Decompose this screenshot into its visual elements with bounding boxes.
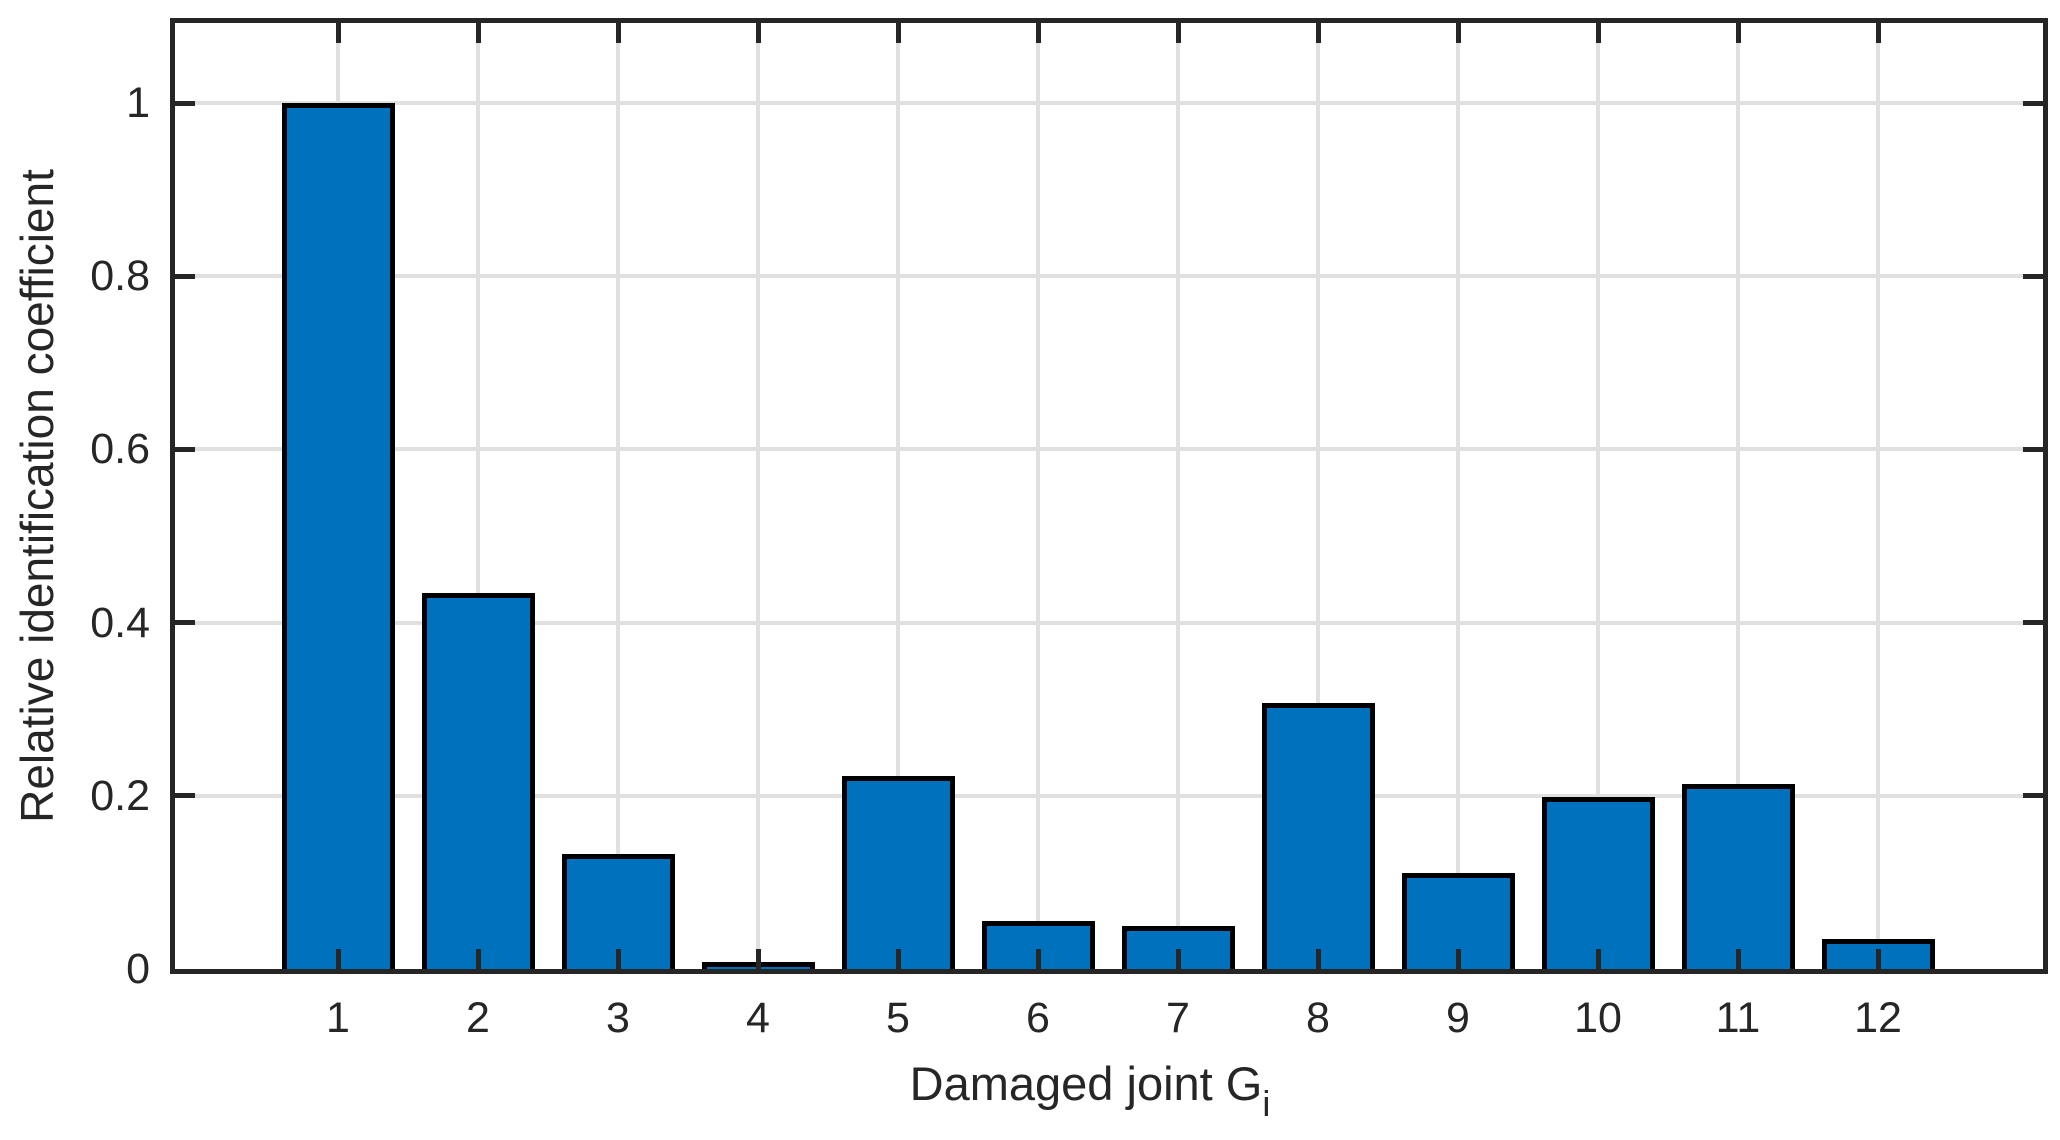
x-axis-tick-top — [1035, 23, 1041, 43]
x-tick-label: 11 — [1715, 994, 1761, 1042]
y-tick-label: 0 — [126, 945, 150, 993]
y-axis-tick-left — [175, 100, 195, 106]
x-axis-tick-top — [335, 23, 341, 43]
x-axis-tick-top — [615, 23, 621, 43]
x-axis-tick-top — [895, 23, 901, 43]
x-gridline — [756, 23, 760, 969]
x-tick-label: 3 — [606, 994, 630, 1042]
y-axis-tick-right — [2023, 100, 2043, 106]
x-axis-tick-bottom — [755, 949, 761, 969]
x-gridline — [1456, 23, 1460, 969]
plot-area — [170, 18, 2048, 974]
x-axis-label-subscript: i — [1262, 1083, 1271, 1124]
y-axis-tick-left — [175, 620, 195, 626]
y-axis-tick-right — [2023, 273, 2043, 279]
bar — [1261, 703, 1375, 969]
y-axis-label: Relative identification coefficient — [11, 169, 63, 823]
bar — [841, 775, 955, 969]
x-tick-label: 10 — [1574, 994, 1622, 1042]
x-axis-tick-top — [755, 23, 761, 43]
x-axis-tick-bottom — [335, 949, 341, 969]
y-gridline — [175, 620, 2043, 625]
x-axis-tick-top — [1175, 23, 1181, 43]
x-tick-label: 12 — [1854, 994, 1902, 1042]
y-tick-label: 1 — [126, 79, 150, 127]
y-axis-tick-left — [175, 793, 195, 799]
x-tick-label: 9 — [1446, 994, 1470, 1042]
x-gridline — [1316, 23, 1320, 969]
y-tick-label: 0.8 — [90, 252, 150, 301]
x-gridline — [476, 23, 480, 969]
y-gridline — [175, 447, 2043, 452]
y-tick-label: 0.4 — [90, 598, 150, 647]
x-gridline — [1596, 23, 1600, 969]
x-axis-tick-bottom — [1175, 949, 1181, 969]
y-axis-tick-left — [175, 446, 195, 452]
x-gridline — [1036, 23, 1040, 969]
x-axis-tick-bottom — [1875, 949, 1881, 969]
x-axis-tick-bottom — [1735, 949, 1741, 969]
x-gridline — [616, 23, 620, 969]
x-tick-label: 7 — [1166, 994, 1190, 1042]
y-tick-label: 0.6 — [90, 425, 150, 474]
y-axis-tick-left — [175, 273, 195, 279]
y-axis-tick-right — [2023, 446, 2043, 452]
bar — [281, 103, 395, 969]
bar — [421, 593, 535, 969]
x-gridline — [896, 23, 900, 969]
x-tick-label: 1 — [326, 994, 350, 1042]
x-axis-tick-top — [475, 23, 481, 43]
bar — [1541, 796, 1655, 969]
x-gridline — [1736, 23, 1740, 969]
x-axis-tick-bottom — [895, 949, 901, 969]
x-axis-tick-top — [1875, 23, 1881, 43]
y-gridline — [175, 274, 2043, 279]
bar — [1681, 783, 1795, 969]
x-gridline — [1176, 23, 1180, 969]
x-axis-tick-top — [1455, 23, 1461, 43]
x-axis-tick-bottom — [1595, 949, 1601, 969]
x-axis-tick-bottom — [1455, 949, 1461, 969]
x-tick-label: 4 — [746, 994, 770, 1042]
y-axis-tick-right — [2023, 620, 2043, 626]
x-axis-tick-top — [1315, 23, 1321, 43]
y-gridline — [175, 793, 2043, 798]
x-axis-tick-bottom — [615, 949, 621, 969]
x-axis-tick-bottom — [475, 949, 481, 969]
x-axis-label-text: Damaged joint G — [909, 1057, 1263, 1110]
y-gridline — [175, 101, 2043, 105]
x-tick-label: 2 — [466, 994, 490, 1042]
x-axis-tick-bottom — [1035, 949, 1041, 969]
x-axis-tick-bottom — [1315, 949, 1321, 969]
x-tick-label: 8 — [1306, 994, 1330, 1042]
x-axis-tick-top — [1735, 23, 1741, 43]
x-tick-label: 5 — [886, 994, 910, 1042]
y-tick-label: 0.2 — [90, 771, 150, 820]
x-axis-tick-top — [1595, 23, 1601, 43]
y-axis-tick-right — [2023, 793, 2043, 799]
x-axis-label: Damaged joint Gi — [910, 1056, 1271, 1125]
x-tick-label: 6 — [1026, 994, 1050, 1042]
x-gridline — [1876, 23, 1880, 969]
